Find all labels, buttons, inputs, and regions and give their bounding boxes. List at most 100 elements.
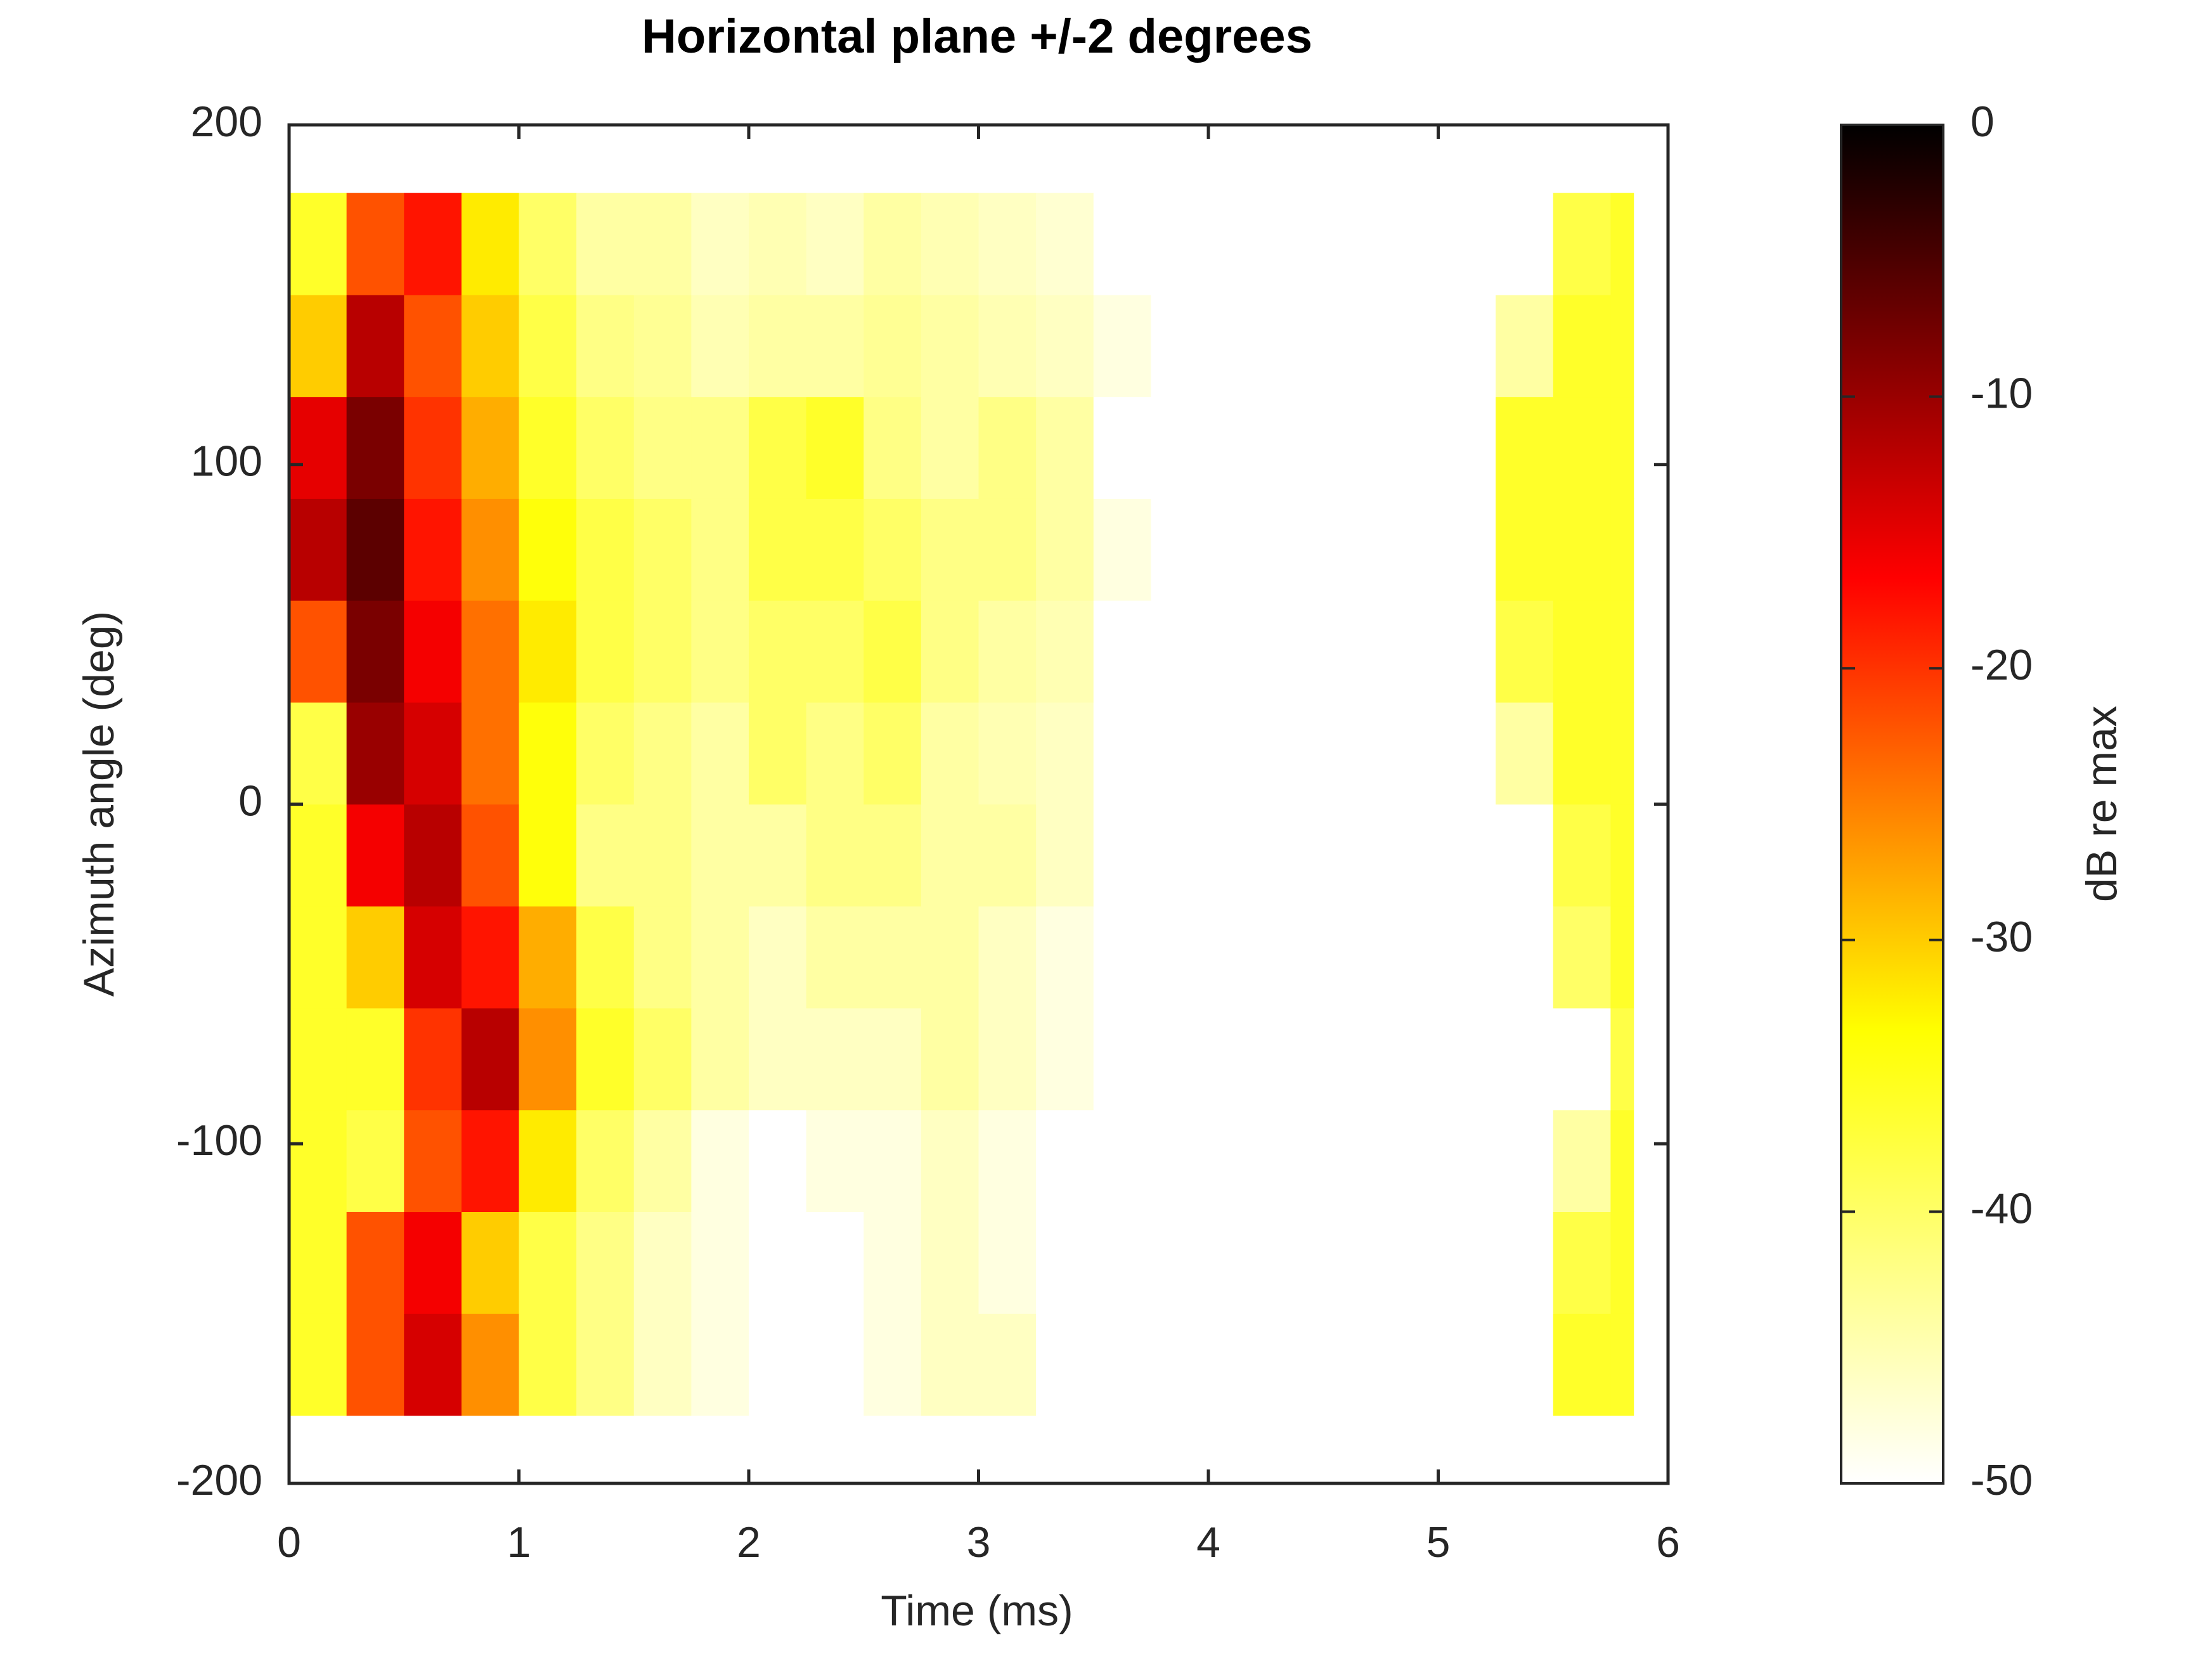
heatmap-cell [1265,1007,1324,1111]
heatmap-cell [1208,1007,1267,1111]
colorbar-tick-label: 0 [1970,98,1995,146]
heatmap-cell [1438,294,1496,397]
heatmap-cell [921,702,980,805]
heatmap-cell [1208,906,1267,1009]
heatmap-cell [1093,294,1151,397]
heatmap-cell [289,498,347,601]
heatmap-cell [576,600,635,703]
y-axis-label: Azimuth angle (deg) [75,611,123,997]
heatmap-cell [576,498,635,601]
heatmap-cell [1265,193,1324,295]
heatmap-cell [461,804,520,907]
heatmap-cell [1496,1314,1554,1416]
heatmap-cell [633,396,692,499]
heatmap-cell [1610,396,1634,499]
heatmap-cell [1151,804,1209,907]
colorbar-tick-label: -30 [1970,913,2033,961]
heatmap-cell [404,1314,462,1416]
heatmap-cell [863,1109,922,1212]
heatmap-cell [1496,1109,1554,1212]
heatmap-cell [1093,804,1151,907]
heatmap-cell [863,294,922,397]
heatmap-cell [404,294,462,397]
heatmap-cell [1265,1314,1324,1416]
heatmap-cell [1036,1109,1094,1212]
heatmap-cell [921,804,980,907]
heatmap-cell [1036,906,1094,1009]
heatmap-cell [749,702,807,805]
heatmap-cell [978,1109,1037,1212]
heatmap-cell [691,702,749,805]
heatmap-cell [1323,498,1381,601]
heatmap-cell [1553,702,1611,805]
heatmap-cell [1438,1211,1496,1314]
heatmap-cell [806,804,864,907]
heatmap-cell [1553,193,1611,295]
heatmap-cell [576,906,635,1009]
y-tick-label: 200 [191,98,262,146]
heatmap-cell [863,702,922,805]
heatmap-cell [863,906,922,1009]
heatmap-cell [1323,1007,1381,1111]
heatmap-cell [461,1109,520,1212]
heatmap-cell [749,396,807,499]
heatmap-cell [806,702,864,805]
heatmap-cell [346,1314,404,1416]
heatmap-cell [1093,1211,1151,1314]
heatmap-cell [1610,1314,1634,1416]
heatmap-cell [749,804,807,907]
heatmap-cell [806,906,864,1009]
heatmap-cell [1380,804,1439,907]
heatmap-cell [1093,1007,1151,1111]
heatmap-cell [1265,294,1324,397]
heatmap-cell [806,396,864,499]
heatmap-cell [404,396,462,499]
heatmap-cell [978,193,1037,295]
heatmap-cell [461,193,520,295]
heatmap-cell [461,600,520,703]
heatmap-cell [921,906,980,1009]
heatmap-cell [404,498,462,601]
heatmap-cell [921,193,980,295]
heatmap-cell [346,906,404,1009]
heatmap-cell [691,600,749,703]
heatmap-cell [1323,1109,1381,1212]
heatmap-cell [1553,1007,1611,1111]
heatmap-cell [1496,498,1554,601]
heatmap-cell [1380,1211,1439,1314]
heatmap-cell [1610,1007,1634,1111]
heatmap-cell [1151,906,1209,1009]
heatmap-cell [1438,193,1496,295]
heatmap-cell [1208,1109,1267,1212]
heatmap-cell [691,804,749,907]
heatmap-cell [1323,294,1381,397]
heatmap-cell [1093,193,1151,295]
heatmap-cell [346,702,404,805]
heatmap-cell [289,702,347,805]
heatmap-cell [1610,702,1634,805]
heatmap-cell [289,1314,347,1416]
heatmap-cell [346,804,404,907]
heatmap-cell [404,600,462,703]
heatmap-cell [404,906,462,1009]
heatmap-cell [1323,1314,1381,1416]
heatmap-cell [519,906,577,1009]
heatmap-cell [461,906,520,1009]
heatmap-cell [1208,498,1267,601]
heatmap-cell [691,1109,749,1212]
heatmap-cell [1610,1211,1634,1314]
heatmap-cell [1438,396,1496,499]
heatmap-cell [691,1314,749,1416]
heatmap-cell [1265,906,1324,1009]
heatmap-cell [1265,1211,1324,1314]
heatmap-cell [1036,702,1094,805]
heatmap-cell [1438,600,1496,703]
heatmap-cell [1380,396,1439,499]
heatmap-cell [1208,804,1267,907]
heatmap-cell [749,1007,807,1111]
heatmap-cell [576,193,635,295]
heatmap-cell [1036,1211,1094,1314]
heatmap-cell [1151,498,1209,601]
heatmap-cell [1151,1211,1209,1314]
